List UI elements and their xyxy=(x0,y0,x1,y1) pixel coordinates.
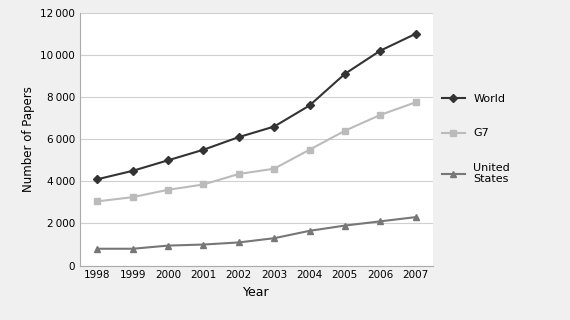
United
States xyxy=(377,220,384,223)
Line: G7: G7 xyxy=(95,100,418,204)
United
States xyxy=(129,247,136,251)
G7 xyxy=(377,113,384,117)
Legend: World, G7, United
States: World, G7, United States xyxy=(442,94,510,184)
X-axis label: Year: Year xyxy=(243,286,270,299)
World xyxy=(200,148,207,152)
World xyxy=(306,104,313,108)
World xyxy=(341,72,348,76)
G7 xyxy=(306,148,313,152)
United
States xyxy=(306,229,313,233)
United
States xyxy=(412,215,419,219)
G7 xyxy=(412,100,419,104)
G7 xyxy=(271,167,278,171)
World xyxy=(94,177,101,181)
Line: World: World xyxy=(95,31,418,182)
Y-axis label: Number of Papers: Number of Papers xyxy=(22,86,35,192)
World xyxy=(235,135,242,139)
G7 xyxy=(129,195,136,199)
World xyxy=(129,169,136,173)
G7 xyxy=(165,188,172,192)
United
States xyxy=(200,243,207,246)
World xyxy=(412,32,419,36)
World xyxy=(271,124,278,128)
G7 xyxy=(341,129,348,133)
United
States xyxy=(341,224,348,228)
Line: United
States: United States xyxy=(95,214,418,252)
World xyxy=(377,49,384,53)
World xyxy=(165,158,172,162)
G7 xyxy=(94,199,101,203)
United
States xyxy=(94,247,101,251)
United
States xyxy=(165,244,172,247)
G7 xyxy=(235,172,242,176)
G7 xyxy=(200,183,207,187)
United
States xyxy=(271,236,278,240)
United
States xyxy=(235,241,242,244)
